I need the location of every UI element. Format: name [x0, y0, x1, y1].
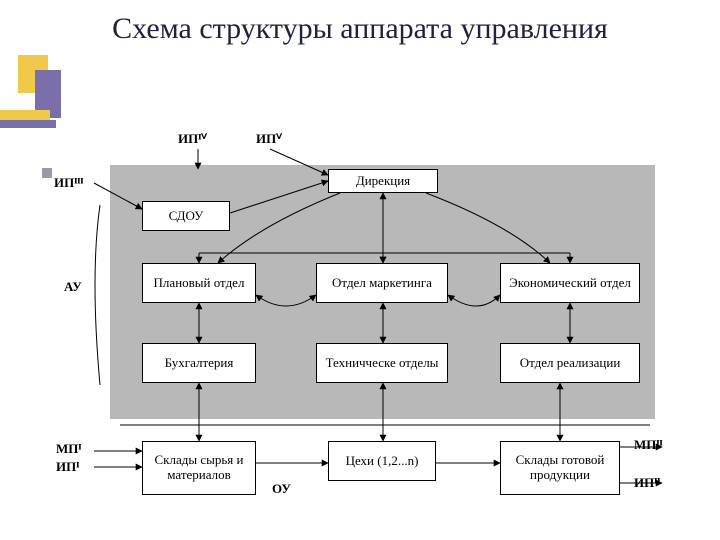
node-sdou: СДОУ [142, 201, 230, 231]
label-mp1: МПᴵ [56, 441, 81, 457]
node-label: СДОУ [169, 209, 204, 224]
label-ip2: ИПᴵᴵ [634, 475, 660, 491]
node-buh: Бухгалтерия [142, 343, 256, 383]
node-label: Бухгалтерия [165, 356, 234, 371]
node-label: Экономический отдел [509, 276, 631, 291]
label-ip4: ИПᴵⱽ [178, 131, 207, 147]
node-label: Склады сырья и материалов [143, 453, 255, 483]
node-label: Отдел реализации [520, 356, 621, 371]
label-au: АУ [64, 279, 82, 295]
org-diagram: Дирекция СДОУ Плановый отдел Отдел марке… [50, 145, 670, 525]
node-label: Отдел маркетинга [332, 276, 432, 291]
node-label: Цехи (1,2...n) [346, 454, 419, 469]
node-tech: Техничческе отделы [316, 343, 448, 383]
node-direction: Дирекция [328, 169, 438, 193]
node-cehi: Цехи (1,2...n) [328, 441, 436, 481]
node-label: Техничческе отделы [326, 356, 439, 371]
label-ou: ОУ [272, 481, 291, 497]
label-ip3: ИПᴵᴵᴵ [54, 175, 83, 191]
node-econ: Экономический отдел [500, 263, 640, 303]
node-label: Склады готовой продукции [501, 453, 619, 483]
node-marketing: Отдел маркетинга [316, 263, 448, 303]
node-plan: Плановый отдел [142, 263, 256, 303]
label-ip5: ИПⱽ [256, 131, 282, 147]
page-title: Схема структуры аппарата управления [0, 12, 720, 46]
accent-purple-2 [0, 120, 56, 128]
node-label: Дирекция [356, 174, 410, 189]
label-mp2: МПᴵᴵ [634, 437, 663, 453]
node-label: Плановый отдел [154, 276, 245, 291]
node-realiz: Отдел реализации [500, 343, 640, 383]
node-sklad-raw: Склады сырья и материалов [142, 441, 256, 495]
node-sklad-prod: Склады готовой продукции [500, 441, 620, 495]
label-ip1: ИПᴵ [56, 459, 79, 475]
